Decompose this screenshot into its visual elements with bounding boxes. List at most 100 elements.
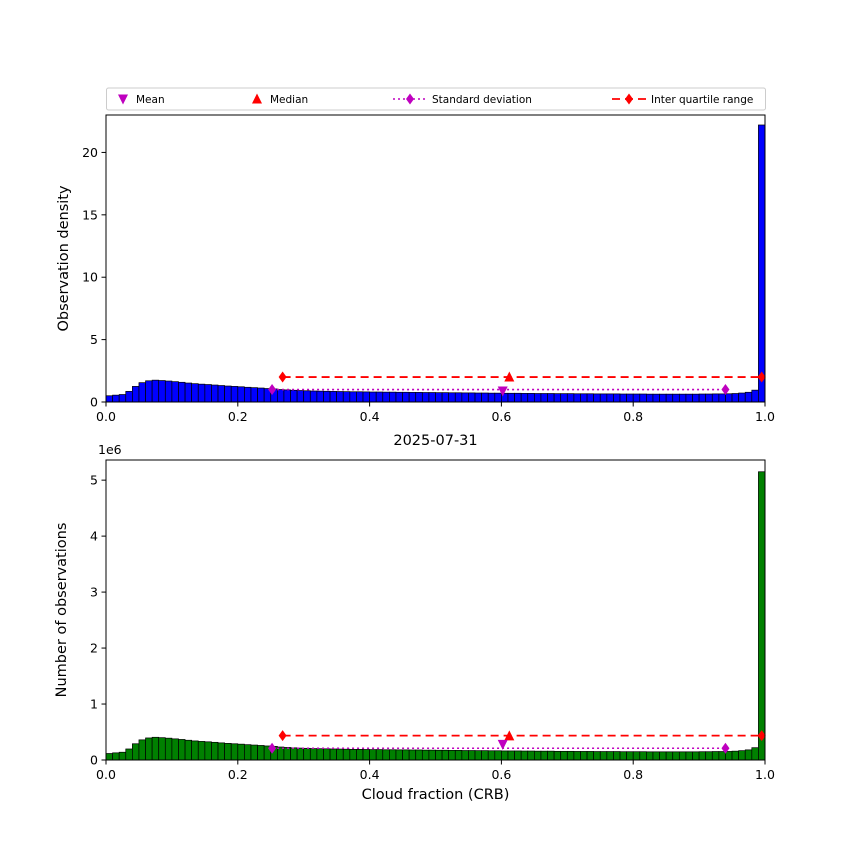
hist-bar (672, 393, 680, 403)
hist-bar (244, 744, 252, 761)
hist-bar (520, 750, 529, 761)
hist-bar (211, 384, 219, 403)
hist-bar (632, 393, 641, 403)
hist-bar (540, 393, 548, 403)
median-marker-icon (252, 93, 262, 104)
hist-bar (481, 392, 489, 403)
hist-bar (323, 748, 331, 761)
hist-bar (316, 390, 324, 403)
legend-label: Mean (136, 94, 165, 106)
hist-bar (224, 385, 232, 403)
hist-bar (323, 390, 331, 403)
hist-bar (217, 385, 225, 403)
hist-bar (461, 750, 469, 761)
legend-box (106, 87, 766, 111)
hist-bar (349, 749, 357, 761)
hist-bar (494, 392, 502, 403)
hist-bar (408, 749, 417, 761)
hist-bar (652, 393, 660, 403)
hist-bar (211, 741, 219, 761)
hist-bar (138, 382, 146, 403)
hist-bar (718, 751, 726, 761)
bottom-chart-title: 2025-07-31 (393, 433, 477, 449)
hist-bar (507, 750, 515, 761)
hist-bar (652, 751, 660, 761)
hist-bar (435, 392, 443, 403)
hist-bar (402, 391, 410, 403)
x-tick-label: 0.2 (228, 767, 248, 782)
hist-bar (646, 393, 654, 403)
hist-bar (553, 393, 562, 403)
hist-bar (197, 383, 206, 403)
hist-bar (448, 750, 456, 761)
hist-bar (619, 751, 627, 761)
hist-bar (705, 751, 713, 761)
hist-bar (731, 393, 739, 403)
hist-bar (639, 751, 647, 761)
hist-bar (309, 390, 318, 403)
y-tick-label: 10 (82, 270, 98, 285)
hist-bar (540, 750, 548, 761)
hist-bar (151, 736, 160, 761)
hist-bar (112, 394, 120, 403)
iqr-marker-icon (278, 371, 287, 383)
hist-bar (112, 752, 120, 761)
hist-bar (738, 750, 746, 761)
hist-bar (566, 393, 575, 403)
hist-bar (692, 751, 700, 761)
hist-bar (428, 749, 436, 761)
hist-bar (132, 743, 140, 761)
hist-bar (389, 749, 397, 761)
y-tick-label: 5 (90, 473, 98, 488)
hist-bar (257, 745, 265, 761)
hist-bar (685, 751, 693, 761)
hist-bar (105, 395, 113, 403)
hist-bar (474, 750, 482, 761)
hist-bar (586, 751, 595, 761)
hist-bar (514, 750, 522, 761)
x-tick-label: 0.8 (623, 767, 643, 782)
hist-bar (145, 737, 153, 761)
hist-bar (217, 742, 225, 761)
hist-bar (191, 740, 199, 761)
hist-bar (553, 750, 562, 761)
hist-bar (573, 751, 581, 761)
hist-bar (329, 391, 337, 403)
hist-bar (402, 749, 410, 761)
mean-marker-icon (497, 386, 508, 397)
hist-bar (738, 392, 746, 403)
median-marker-icon (504, 730, 515, 741)
hist-bar (244, 386, 252, 403)
legend-label: Median (270, 94, 308, 106)
hist-bar (507, 392, 515, 403)
hist-bar (619, 393, 627, 403)
x-tick-label: 1.0 (755, 767, 775, 782)
std-marker-icon (268, 742, 277, 754)
hist-bar (685, 393, 693, 403)
hist-bar (580, 751, 588, 761)
y-tick-label: 3 (90, 585, 98, 600)
hist-bar (665, 751, 674, 761)
y-tick-label: 15 (82, 207, 98, 222)
hist-bar (204, 741, 212, 761)
hist-bar (593, 751, 601, 761)
hist-bar (296, 390, 305, 403)
hist-bar (375, 749, 384, 761)
hist-bar (389, 391, 397, 403)
std-marker-icon (268, 384, 277, 396)
hist-bar (250, 744, 258, 761)
hist-bar (606, 751, 614, 761)
hist-bar (441, 749, 450, 761)
hist-bar (138, 739, 146, 761)
bottom-y-axis-label: Number of observations (54, 523, 70, 698)
x-tick-label: 0.6 (491, 767, 511, 782)
hist-bar (454, 392, 463, 403)
hist-bar (309, 748, 318, 761)
x-tick-label: 0.8 (623, 409, 643, 424)
hist-bar (678, 393, 687, 403)
hist-bar (118, 751, 127, 761)
hist-bar (632, 751, 641, 761)
hist-bar (520, 393, 529, 403)
hist-bar (428, 392, 436, 403)
